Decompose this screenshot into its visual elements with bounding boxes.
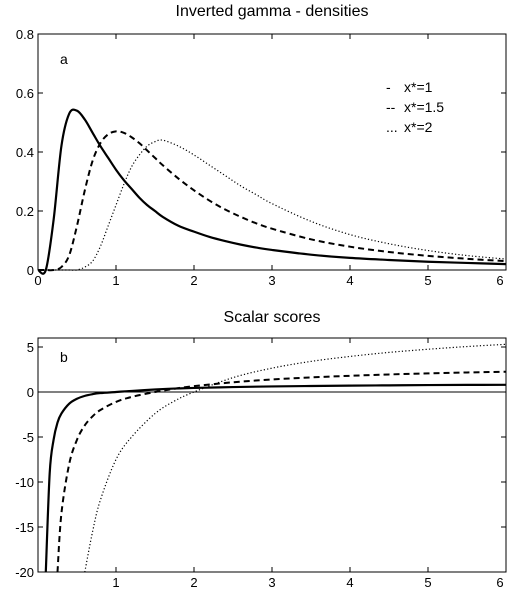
x-tick-label-densities: 6: [496, 273, 503, 288]
x-tick-label-scores: 3: [268, 575, 275, 590]
y-tick-label-densities: 0: [27, 263, 34, 278]
legend: - x*=1 -- x*=1.5 ... x*=2: [386, 79, 444, 135]
axis-ticks-densities: 0 1 2 3 4 5 6 0 0.2 0.4 0.6 0.8: [16, 27, 507, 288]
y-tick-label-scores: 0: [27, 385, 34, 400]
y-tick-label-densities: 0.8: [16, 27, 34, 42]
series-line-dotted-scores: [84, 343, 507, 573]
panel-densities: Inverted gamma - densities 0 1 2 3 4 5 6 0 0.2 0.…: [16, 3, 507, 288]
x-tick-label-scores: 2: [190, 575, 197, 590]
x-tick-label-scores: 5: [424, 575, 431, 590]
legend-marker-dashed: --: [386, 99, 396, 115]
x-tick-label-scores: 1: [112, 575, 119, 590]
legend-marker-dotted: ...: [386, 119, 398, 135]
x-tick-label-densities: 3: [268, 273, 275, 288]
y-tick-label-scores: -20: [15, 565, 34, 580]
chart-title-densities: Inverted gamma - densities: [176, 3, 369, 20]
legend-label-x1-5: x*=1.5: [404, 99, 444, 115]
series-line-dotted-densities: [38, 139, 507, 271]
x-tick-label-densities: 5: [424, 273, 431, 288]
x-tick-label-densities: 1: [112, 273, 119, 288]
series-group-scores: [44, 343, 507, 573]
y-tick-label-scores: -15: [15, 520, 34, 535]
panel-scores: Scalar scores 1 2 3 4 5 6 -20 -15 -10 -5 0 5 b: [15, 309, 507, 590]
series-line-solid-scores: [44, 383, 507, 573]
axis-ticks-scores: 1 2 3 4 5 6 -20 -15 -10 -5 0 5: [15, 338, 507, 590]
chart-title-scores: Scalar scores: [224, 309, 321, 326]
x-tick-label-scores: 6: [496, 575, 503, 590]
series-line-dashed-scores: [56, 370, 507, 573]
plot-frame-densities: [37, 33, 507, 271]
legend-marker-solid: -: [386, 79, 391, 95]
y-tick-label-scores: -5: [22, 430, 34, 445]
series-line-solid-densities: [37, 108, 507, 275]
series-group-densities: [37, 108, 507, 275]
y-tick-label-densities: 0.2: [16, 204, 34, 219]
x-tick-label-densities: 2: [190, 273, 197, 288]
x-tick-label-densities: 4: [346, 273, 353, 288]
panel-label-a: a: [60, 51, 68, 67]
x-tick-label-densities: 0: [34, 273, 41, 288]
series-line-dashed-densities: [38, 130, 507, 272]
panel-label-b: b: [60, 349, 68, 365]
y-tick-label-scores: 5: [27, 340, 34, 355]
legend-label-x1: x*=1: [404, 79, 433, 95]
y-tick-label-scores: -10: [15, 475, 34, 490]
y-tick-label-densities: 0.4: [16, 145, 34, 160]
legend-label-x2: x*=2: [404, 119, 433, 135]
x-tick-label-scores: 4: [346, 575, 353, 590]
y-tick-label-densities: 0.6: [16, 86, 34, 101]
